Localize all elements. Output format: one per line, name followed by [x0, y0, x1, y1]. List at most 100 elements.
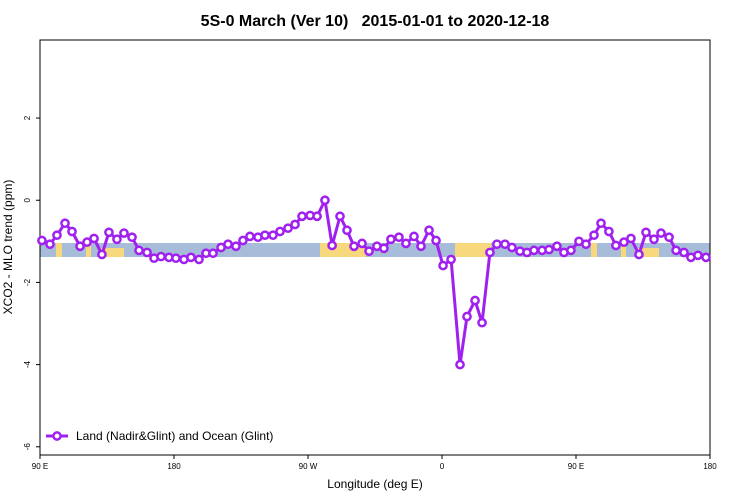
data-point [446, 254, 456, 265]
land-band [635, 248, 659, 257]
data-point [492, 239, 502, 250]
data-point [364, 246, 374, 257]
data-point [581, 239, 591, 250]
data-point [485, 247, 495, 258]
x-tick-label: 180 [703, 462, 717, 471]
data-point [186, 252, 196, 263]
data-point [238, 235, 248, 246]
data-point [112, 234, 122, 245]
data-point [529, 245, 539, 256]
data-point [477, 317, 487, 328]
x-tick-label: 0 [440, 462, 445, 471]
data-point [462, 311, 472, 322]
data-point [438, 260, 448, 271]
data-point [693, 250, 703, 261]
data-point [424, 225, 434, 236]
data-point [194, 254, 204, 265]
land-band [591, 243, 597, 257]
data-point [223, 239, 233, 250]
data-point [619, 237, 629, 248]
data-point [431, 235, 441, 246]
data-point [245, 231, 255, 242]
data-point [171, 253, 181, 264]
data-point [156, 251, 166, 262]
data-point [604, 226, 614, 237]
data-point [641, 227, 651, 238]
y-tick-label: -4 [23, 361, 32, 369]
data-point [327, 240, 337, 251]
x-axis-label: Longitude (deg E) [327, 477, 422, 491]
data-point [386, 234, 396, 245]
y-tick-label: -6 [23, 443, 32, 451]
data-point [552, 241, 562, 252]
land-band [621, 243, 626, 257]
legend-marker [52, 431, 62, 441]
data-point [634, 249, 644, 260]
data-point [45, 239, 55, 250]
data-point [52, 230, 62, 241]
data-point [260, 230, 270, 241]
data-point [97, 249, 107, 260]
data-point [127, 232, 137, 243]
data-point [275, 226, 285, 237]
y-axis-label: XCO2 - MLO trend (ppm) [1, 180, 15, 315]
data-point [119, 228, 129, 238]
data-point [394, 232, 404, 243]
data-point [37, 235, 47, 246]
data-point [626, 233, 636, 244]
legend-label: Land (Nadir&Glint) and Ocean (Glint) [76, 429, 273, 443]
data-point [379, 243, 389, 254]
data-point [268, 230, 278, 241]
land-band [100, 248, 124, 257]
data-point [357, 238, 367, 249]
land-band [86, 243, 91, 257]
data-point [349, 241, 359, 252]
series-line [41, 195, 707, 365]
land-band [56, 243, 62, 257]
data-point [611, 240, 621, 251]
data-point [297, 211, 307, 222]
data-point [335, 211, 345, 222]
data-point [312, 211, 322, 222]
y-tick-label: -2 [23, 278, 32, 286]
data-point [470, 295, 480, 306]
data-point [507, 242, 517, 253]
data-point [67, 226, 77, 237]
x-tick-label: 90 E [568, 462, 584, 471]
data-point [596, 218, 606, 229]
data-point [701, 252, 711, 263]
chart-title: 5S-0 March (Ver 10) 2015-01-01 to 2020-1… [201, 13, 550, 30]
data-point [320, 195, 330, 206]
data-point [664, 232, 674, 243]
data-point [416, 241, 426, 252]
y-tick-label: 2 [23, 115, 32, 120]
data-point [142, 247, 152, 258]
x-tick-label: 180 [167, 462, 181, 471]
x-tick-label: 90 E [32, 462, 48, 471]
data-point [231, 241, 241, 252]
data-point [342, 225, 352, 236]
data-point [290, 219, 300, 230]
data-point [679, 247, 689, 258]
legend-item: Land (Nadir&Glint) and Ocean (Glint) [46, 429, 273, 443]
data-point [566, 245, 576, 256]
data-point [82, 237, 92, 248]
data-point [455, 359, 465, 370]
data-point [104, 227, 114, 238]
land-band [455, 243, 491, 257]
data-point [283, 223, 293, 234]
x-tick-label: 90 W [299, 462, 318, 471]
data-point [60, 218, 70, 229]
y-tick-label: 0 [23, 197, 32, 202]
data-point [89, 233, 99, 244]
data-point [134, 245, 144, 256]
plot-frame [39, 39, 711, 456]
data-point [589, 230, 599, 241]
data-point [75, 241, 85, 252]
data-point [656, 228, 666, 238]
data-point [671, 245, 681, 256]
data-point [208, 248, 218, 259]
data-point [409, 231, 419, 242]
data-point [649, 234, 659, 245]
